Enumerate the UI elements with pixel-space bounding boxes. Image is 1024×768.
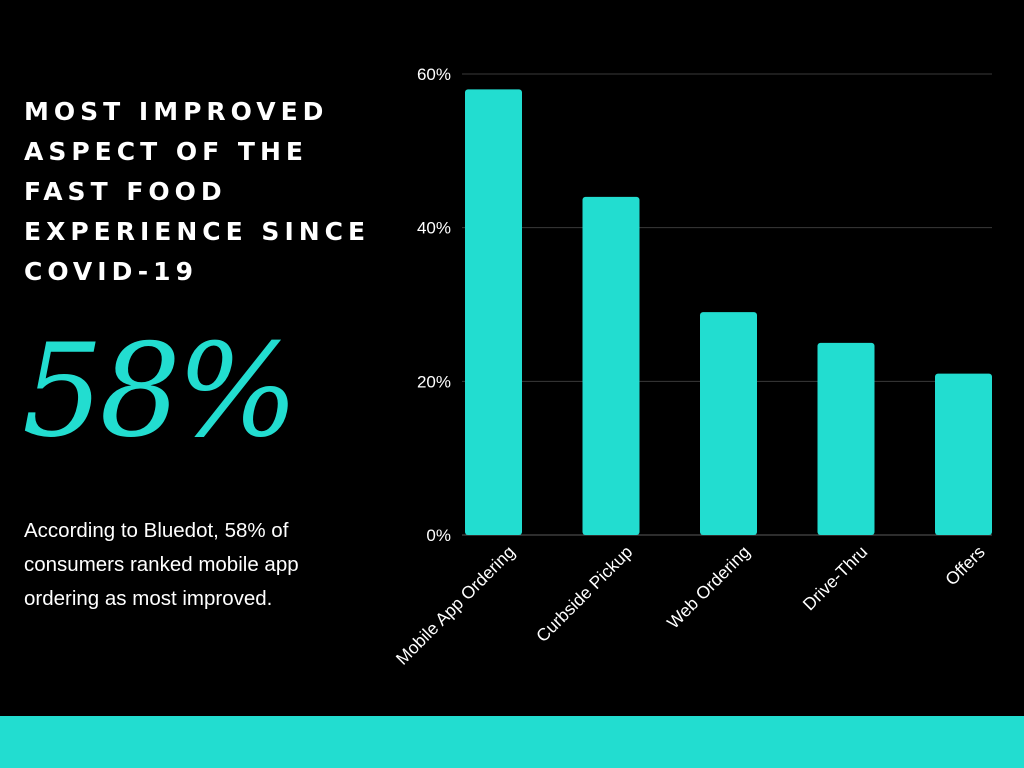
x-tick-label: Mobile App Ordering [392, 542, 519, 669]
y-tick-label: 20% [417, 372, 451, 391]
x-tick-label: Drive-Thru [799, 542, 872, 615]
bar-drive-thru [817, 342, 875, 535]
x-tick-label: Offers [941, 542, 989, 590]
x-tick-label: Web Ordering [663, 542, 754, 633]
bar-curbside-pickup [582, 196, 640, 535]
x-axis-labels: Mobile App Ordering Curbside Pickup Web Or… [392, 542, 989, 669]
y-tick-label: 60% [417, 65, 451, 84]
bar-offers [935, 373, 992, 535]
y-axis-ticks: 0% 20% 40% 60% [417, 65, 451, 545]
y-tick-label: 0% [426, 526, 451, 545]
bar-chart: 0% 20% 40% 60% Mobile App Ordering Curbside … [392, 65, 992, 669]
footer-band [0, 716, 1024, 768]
bar-mobile-app-ordering [465, 89, 522, 535]
y-tick-label: 40% [417, 219, 451, 238]
headline: MOST IMPROVED ASPECT OF THE FAST FOOD EX… [24, 97, 371, 286]
big-stat: 58% [22, 317, 298, 466]
x-tick-label: Curbside Pickup [532, 542, 636, 646]
bar-web-ordering [700, 312, 757, 535]
bars [465, 89, 992, 535]
description: According to Bluedot, 58% of consumers r… [24, 519, 299, 610]
